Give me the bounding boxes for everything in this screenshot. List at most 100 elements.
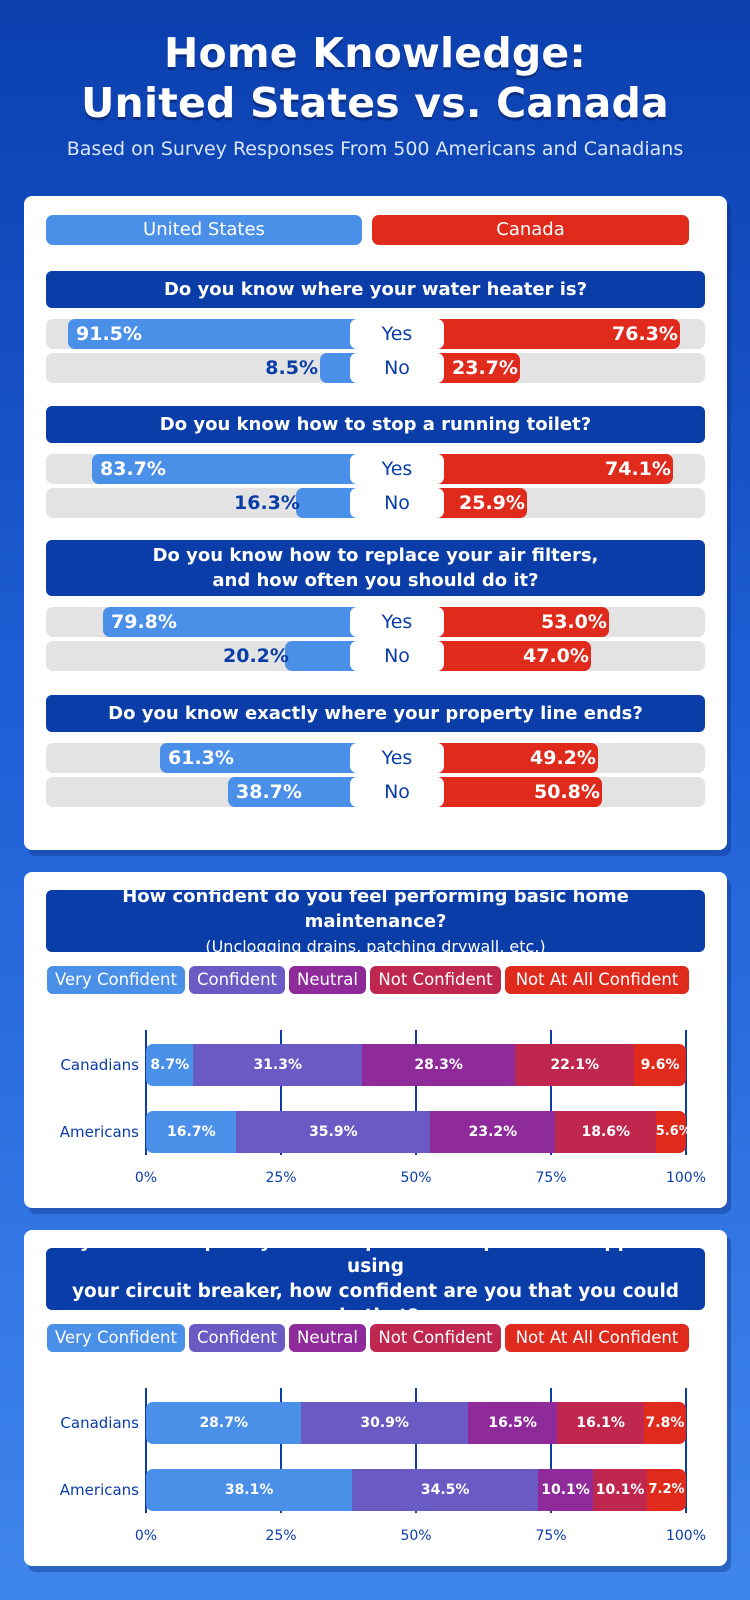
us-bar-yes <box>92 454 358 484</box>
maintenance-confidence-card: How confident do you feel performing bas… <box>24 872 727 1208</box>
answer-label-no: No <box>350 353 444 383</box>
canada-value-no: 50.8% <box>534 781 600 803</box>
canada-bar-yes <box>436 454 673 484</box>
us-value-no: 38.7% <box>236 781 302 803</box>
title-line-2: United States vs. Canada <box>81 79 669 127</box>
answer-label-no: No <box>350 777 444 807</box>
chart-title-line-1: If you had to quickly shut off power to … <box>58 1231 693 1277</box>
stacked-segment: 30.9% <box>300 1402 469 1444</box>
stacked-segment: 7.8% <box>643 1402 686 1444</box>
chart-title-line-2: (Unclogging drains, patching drywall, et… <box>205 936 546 956</box>
question-banner: Do you know exactly where your property … <box>46 695 705 732</box>
question-line-1: Do you know where your water heater is? <box>163 279 588 300</box>
legend-very-confident: Very Confident <box>47 966 185 994</box>
canada-bar-no <box>436 488 527 518</box>
chart-title: If you had to quickly shut off power to … <box>58 1229 693 1329</box>
stacked-segment: 8.7% <box>146 1044 194 1086</box>
question-banner: Do you know how to stop a running toilet… <box>46 406 705 443</box>
question-text: Do you know exactly where your property … <box>108 701 643 726</box>
x-tick-label: 100% <box>665 1528 707 1544</box>
row-label: Canadians <box>60 1414 139 1432</box>
question-text: Do you know how to stop a running toilet… <box>160 412 591 437</box>
legend-not-at-all-confident: Not At All Confident <box>505 966 689 994</box>
stacked-segment: 22.1% <box>514 1044 635 1086</box>
x-tick-label: 75% <box>535 1170 567 1186</box>
question-banner: Do you know where your water heater is? <box>46 271 705 308</box>
canada-value-yes: 74.1% <box>605 458 671 480</box>
canada-value-no: 25.9% <box>459 492 525 514</box>
legend-neutral: Neutral <box>289 966 366 994</box>
axis-gridline <box>550 1030 552 1155</box>
page-subtitle: Based on Survey Responses From 500 Ameri… <box>66 138 684 160</box>
canada-value-yes: 76.3% <box>612 323 678 345</box>
us-value-no: 16.3% <box>234 492 300 514</box>
stacked-segment: 34.5% <box>351 1469 539 1511</box>
us-bar-yes <box>160 743 358 773</box>
legend-not-at-all-confident: Not At All Confident <box>505 1324 689 1352</box>
x-tick-label: 75% <box>535 1528 567 1544</box>
us-value-no: 8.5% <box>265 357 318 379</box>
page-title: Home Knowledge: United States vs. Canada <box>0 28 750 128</box>
circuit-breaker-confidence-card: If you had to quickly shut off power to … <box>24 1230 727 1566</box>
question-line-1: Do you know how to stop a running toilet… <box>159 414 592 435</box>
canada-bar-no <box>436 353 520 383</box>
chart-title: How confident do you feel performing bas… <box>58 884 693 959</box>
question-banner: Do you know how to replace your air filt… <box>46 540 705 596</box>
legend-confident: Confident <box>189 966 285 994</box>
canada-value-yes: 53.0% <box>541 611 607 633</box>
title-line-1: Home Knowledge: <box>163 29 587 77</box>
answer-label-no: No <box>350 641 444 671</box>
x-tick-label: 25% <box>265 1170 297 1186</box>
question-text: Do you know where your water heater is? <box>164 277 587 302</box>
stacked-segment: 35.9% <box>236 1111 431 1153</box>
stacked-segment: 16.1% <box>556 1402 645 1444</box>
stacked-segment: 16.5% <box>467 1402 558 1444</box>
answer-label-yes: Yes <box>350 454 444 484</box>
canada-bar-yes <box>436 743 598 773</box>
x-tick-label: 100% <box>665 1170 707 1186</box>
question-line-1: Do you know how to replace your air filt… <box>152 545 599 566</box>
answer-label-yes: Yes <box>350 319 444 349</box>
stacked-segment: 28.3% <box>362 1044 516 1086</box>
canada-bar-yes <box>436 607 609 637</box>
stacked-segment: 9.6% <box>634 1044 686 1086</box>
legend-not-confident: Not Confident <box>370 966 501 994</box>
answer-label-yes: Yes <box>350 743 444 773</box>
stacked-segment: 38.1% <box>146 1469 353 1511</box>
stacked-segment: 28.7% <box>146 1402 302 1444</box>
answer-label-no: No <box>350 488 444 518</box>
row-label: Canadians <box>60 1056 139 1074</box>
canada-value-no: 23.7% <box>452 357 518 379</box>
stacked-segment: 5.6% <box>655 1111 692 1153</box>
stacked-segment: 31.3% <box>192 1044 363 1086</box>
axis-gridline <box>280 1388 282 1513</box>
chart-title-banner: How confident do you feel performing bas… <box>46 886 705 956</box>
legend-neutral: Neutral <box>289 1324 366 1352</box>
x-tick-label: 25% <box>265 1528 297 1544</box>
stacked-segment: 16.7% <box>146 1111 237 1153</box>
us-bar-no <box>296 488 358 518</box>
us-bar-no <box>285 641 358 671</box>
canada-bar-no <box>436 777 602 807</box>
axis-gridline <box>415 1388 417 1513</box>
legend-us: United States <box>46 215 362 245</box>
us-value-yes: 79.8% <box>111 611 177 633</box>
stacked-segment: 10.1% <box>538 1469 594 1511</box>
us-bar-yes <box>68 319 358 349</box>
us-value-yes: 83.7% <box>100 458 166 480</box>
us-value-yes: 61.3% <box>168 747 234 769</box>
stacked-segment: 23.2% <box>430 1111 556 1153</box>
canada-bar-yes <box>436 319 680 349</box>
axis-gridline <box>685 1030 687 1155</box>
row-label: Americans <box>59 1123 139 1141</box>
stacked-segment: 18.6% <box>555 1111 657 1153</box>
axis-gridline <box>145 1388 147 1513</box>
us-value-no: 20.2% <box>223 645 289 667</box>
legend-confident: Confident <box>189 1324 285 1352</box>
axis-gridline <box>415 1030 417 1155</box>
canada-bar-no <box>436 641 591 671</box>
chart-title-line-1: How confident do you feel performing bas… <box>122 885 629 932</box>
axis-gridline <box>145 1030 147 1155</box>
axis-gridline <box>550 1388 552 1513</box>
legend-not-confident: Not Confident <box>370 1324 501 1352</box>
